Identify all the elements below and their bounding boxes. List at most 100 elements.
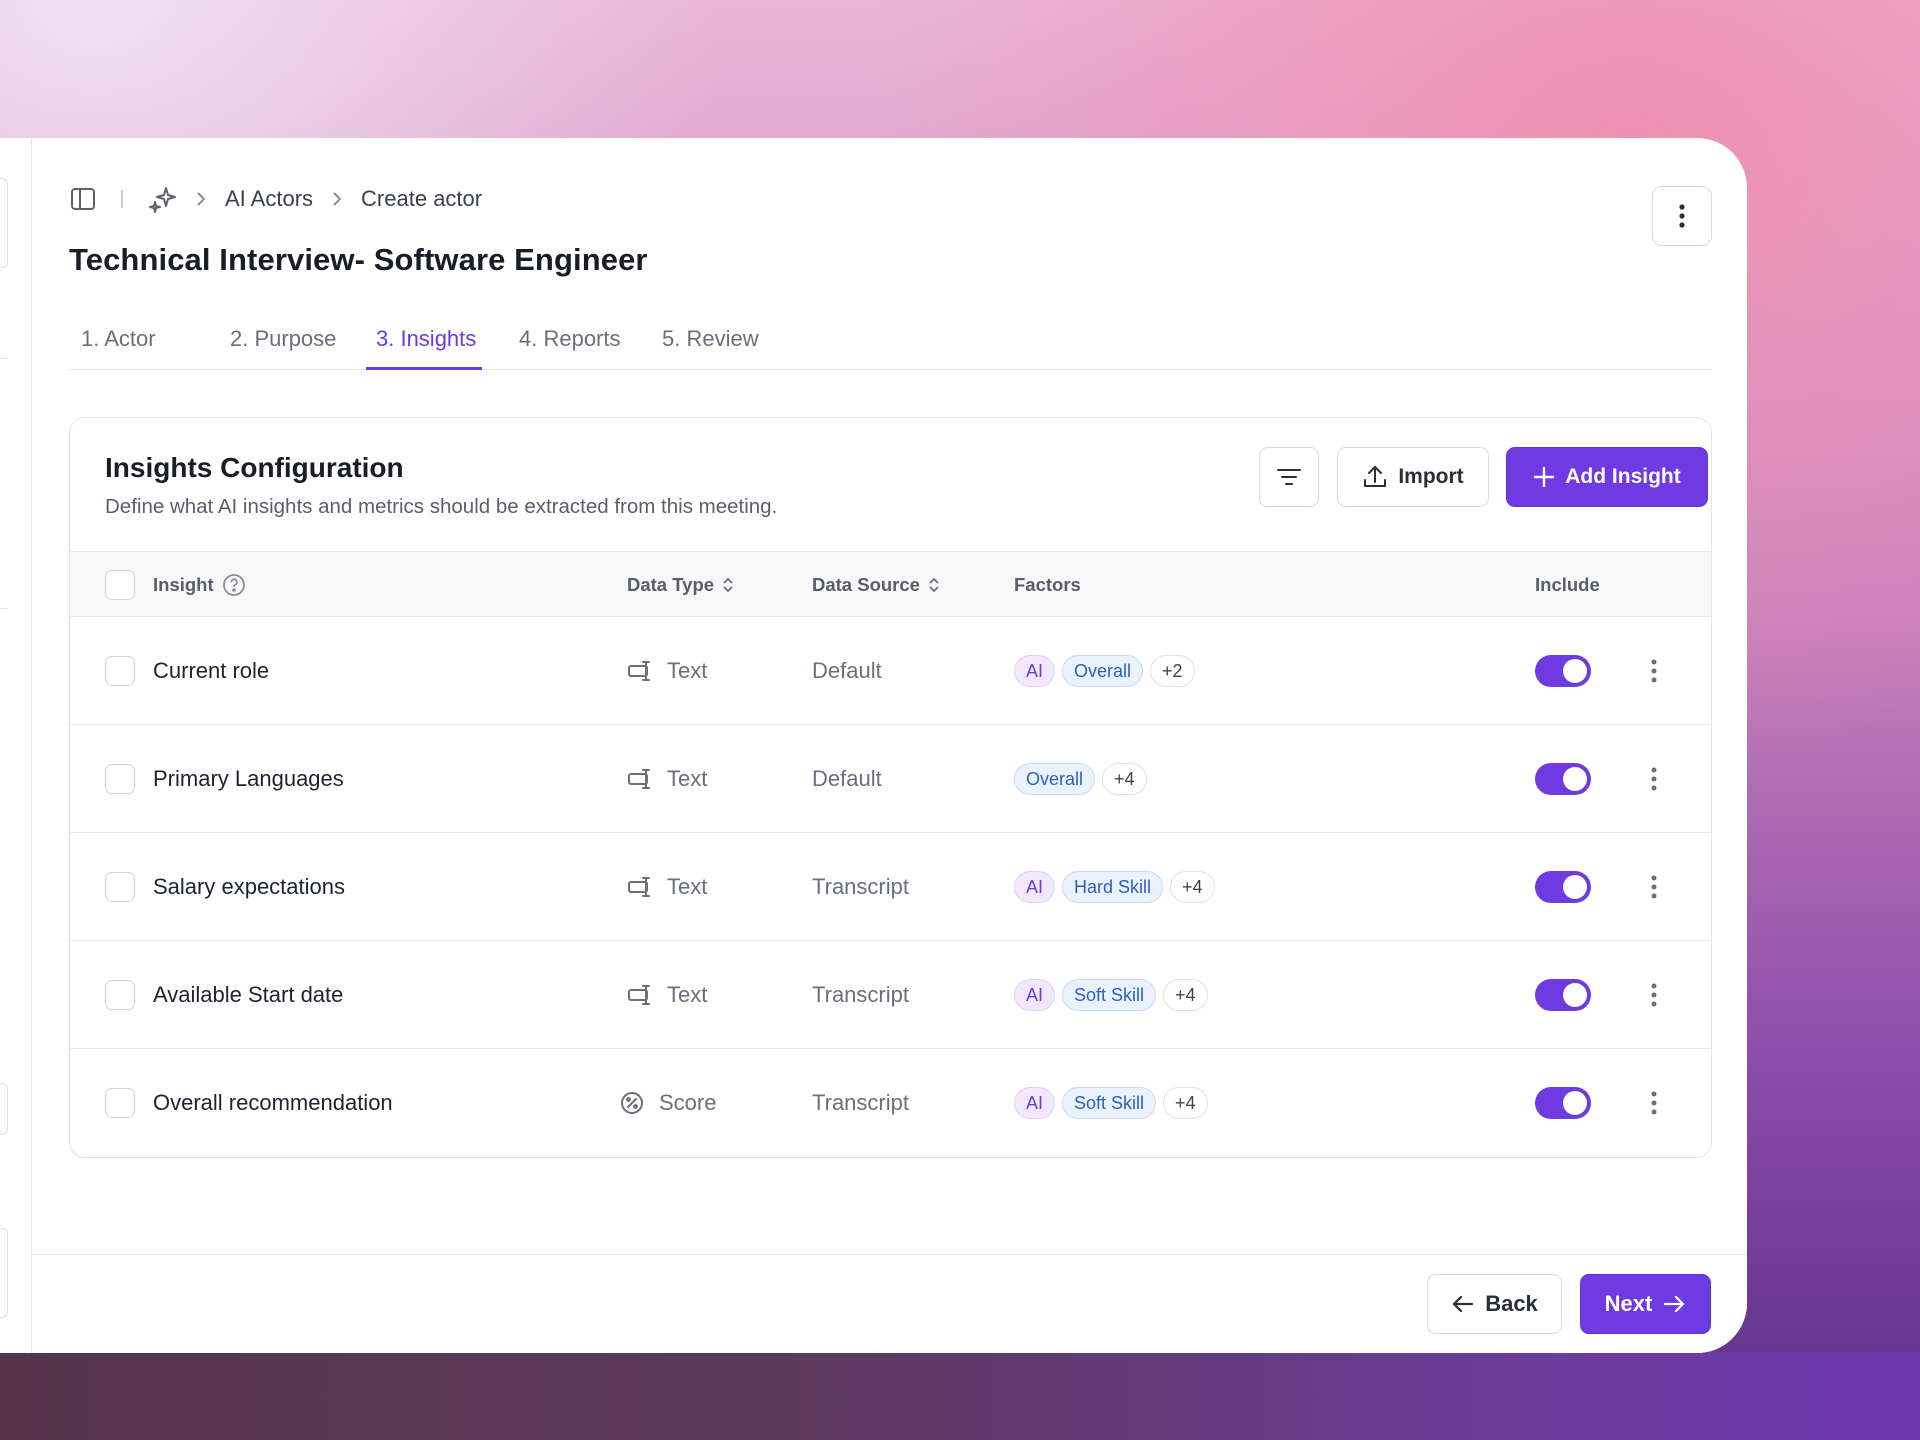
header-data-type-label: Data Type: [627, 574, 715, 595]
insights-configuration-card: Insights Configuration Define what AI in…: [69, 417, 1712, 1158]
data-type-value: Text: [667, 658, 708, 683]
header-insight-label: Insight: [153, 574, 214, 595]
row-checkbox[interactable]: [105, 833, 135, 941]
plus-icon: [1533, 466, 1555, 488]
factors-list: Overall +4: [1014, 725, 1154, 833]
chevron-right-icon: [331, 191, 343, 207]
desktop-background-band: [0, 1352, 1920, 1440]
factor-chip: AI: [1014, 871, 1056, 903]
more-vertical-icon: [1651, 983, 1657, 1007]
more-vertical-icon: [1651, 767, 1657, 791]
row-checkbox[interactable]: [105, 1049, 135, 1157]
back-button[interactable]: Back: [1427, 1274, 1562, 1334]
add-insight-button-label: Add Insight: [1565, 465, 1681, 488]
row-checkbox[interactable]: [105, 725, 135, 833]
include-toggle[interactable]: [1535, 833, 1591, 941]
page-title: Technical Interview- Software Engineer: [69, 242, 648, 277]
table-header: Insight Data Type Data Source Factors In…: [70, 551, 1711, 617]
factor-chip: Soft Skill: [1062, 979, 1157, 1011]
tab-insights[interactable]: 3. Insights: [366, 314, 483, 370]
data-type-value: Text: [667, 874, 708, 899]
insight-name: Salary expectations: [153, 874, 345, 899]
factors-list: AI Overall +2: [1014, 617, 1202, 725]
text-field-icon: [627, 833, 653, 941]
chevron-right-icon: [195, 191, 207, 207]
next-button-label: Next: [1604, 1291, 1653, 1316]
step-tabs: 1. Actor 2. Purpose 3. Insights 4. Repor…: [69, 314, 1712, 370]
factor-chip: AI: [1014, 655, 1056, 687]
row-checkbox[interactable]: [105, 617, 135, 725]
row-more-button[interactable]: [1650, 833, 1658, 941]
factors-list: AI Soft Skill +4: [1014, 941, 1215, 1049]
sidebar-toggle-icon[interactable]: [69, 185, 97, 213]
text-field-icon: [627, 725, 653, 833]
side-panel-divider: [0, 608, 8, 609]
data-type-value: Score: [659, 1090, 717, 1115]
table-row[interactable]: Available Start date Text Transcript AI Soft…: [70, 941, 1711, 1049]
row-more-button[interactable]: [1650, 1049, 1658, 1157]
include-toggle[interactable]: [1535, 941, 1591, 1049]
include-toggle[interactable]: [1535, 725, 1591, 833]
breadcrumb-current: Create actor: [361, 186, 483, 211]
factor-chip: Soft Skill: [1062, 1087, 1157, 1119]
sort-icon: [929, 577, 939, 593]
more-vertical-icon: [1679, 204, 1685, 228]
side-panel-card-fragment: [0, 1083, 8, 1135]
import-button[interactable]: Import: [1337, 447, 1489, 507]
next-button[interactable]: Next: [1580, 1274, 1711, 1334]
data-source-value: Default: [812, 766, 882, 791]
text-field-icon: [627, 617, 653, 725]
table-row[interactable]: Salary expectations Text Transcript AI Hard …: [70, 833, 1711, 941]
side-panel-divider: [0, 358, 8, 359]
breadcrumb-link-ai-actors[interactable]: AI Actors: [225, 186, 314, 211]
data-source-value: Transcript: [812, 982, 909, 1007]
upload-icon: [1362, 464, 1388, 490]
tab-review[interactable]: 5. Review: [662, 326, 759, 351]
row-more-button[interactable]: [1650, 941, 1658, 1049]
factor-chip: Overall: [1062, 655, 1144, 687]
insight-name: Current role: [153, 658, 270, 683]
table-row[interactable]: Current role Text Default AI Overall +2: [70, 617, 1711, 725]
filter-button[interactable]: [1259, 447, 1319, 507]
row-more-button[interactable]: [1650, 617, 1658, 725]
tab-purpose[interactable]: 2. Purpose: [230, 326, 337, 351]
breadcrumb: AI Actors Create actor: [69, 184, 482, 214]
header-insight: Insight: [153, 552, 246, 618]
import-button-label: Import: [1398, 465, 1464, 488]
table-row[interactable]: Primary Languages Text Default Overall +4: [70, 725, 1711, 833]
table-row[interactable]: Overall recommendation Score Transcript AI S…: [70, 1049, 1711, 1157]
factor-chip: AI: [1014, 1087, 1056, 1119]
data-source-value: Default: [812, 658, 882, 683]
factor-chip: +4: [1170, 871, 1215, 903]
app-window: AI Actors Create actor Technical Intervi…: [32, 138, 1747, 1353]
help-circle-icon[interactable]: [222, 573, 246, 597]
text-field-icon: [627, 941, 653, 1049]
more-vertical-icon: [1651, 875, 1657, 899]
tab-actor[interactable]: 1. Actor: [81, 326, 156, 351]
select-all-checkbox[interactable]: [105, 552, 135, 618]
tab-reports[interactable]: 4. Reports: [519, 326, 621, 351]
side-panel-card-fragment: [0, 1228, 8, 1318]
include-toggle[interactable]: [1535, 1049, 1591, 1157]
filter-icon: [1277, 469, 1301, 485]
more-options-button[interactable]: [1652, 186, 1712, 246]
factor-chip: Hard Skill: [1062, 871, 1164, 903]
row-checkbox[interactable]: [105, 941, 135, 1049]
header-data-type[interactable]: Data Type: [627, 552, 734, 618]
factor-chip: +4: [1163, 1087, 1208, 1119]
add-insight-button[interactable]: Add Insight: [1506, 447, 1708, 507]
include-toggle[interactable]: [1535, 617, 1591, 725]
side-panel-card-fragment: [0, 178, 8, 268]
data-source-value: Transcript: [812, 874, 909, 899]
row-more-button[interactable]: [1650, 725, 1658, 833]
sparkles-icon[interactable]: [149, 185, 177, 213]
header-data-source[interactable]: Data Source: [812, 552, 940, 618]
data-type-value: Text: [667, 982, 708, 1007]
back-button-label: Back: [1485, 1291, 1538, 1316]
factor-chip: +4: [1102, 763, 1147, 795]
insight-name: Available Start date: [153, 982, 344, 1007]
breadcrumb-divider: [121, 190, 123, 208]
side-panel-fragment: [0, 138, 32, 1353]
factor-chip: +2: [1150, 655, 1195, 687]
score-icon: [619, 1049, 645, 1157]
